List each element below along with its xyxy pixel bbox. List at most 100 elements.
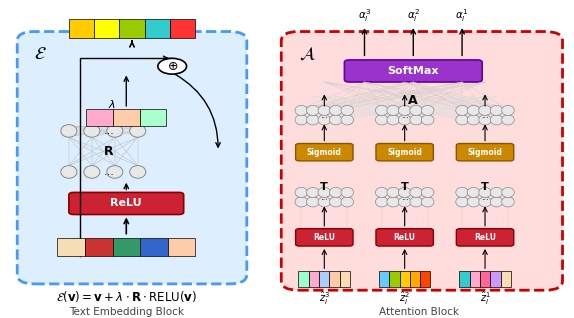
FancyBboxPatch shape	[69, 192, 184, 215]
Text: ...: ...	[104, 126, 114, 136]
Ellipse shape	[341, 197, 354, 207]
FancyBboxPatch shape	[319, 271, 329, 287]
Ellipse shape	[375, 115, 388, 125]
Text: ...: ...	[401, 111, 409, 120]
FancyBboxPatch shape	[379, 271, 389, 287]
Ellipse shape	[421, 115, 434, 125]
Text: $\mathcal{E}$: $\mathcal{E}$	[34, 45, 46, 63]
Ellipse shape	[387, 115, 400, 125]
Ellipse shape	[318, 105, 331, 115]
FancyBboxPatch shape	[340, 271, 350, 287]
Ellipse shape	[456, 105, 468, 115]
FancyBboxPatch shape	[309, 271, 319, 287]
FancyBboxPatch shape	[17, 31, 247, 284]
Text: ReLU: ReLU	[313, 233, 335, 242]
Ellipse shape	[502, 115, 514, 125]
FancyBboxPatch shape	[456, 229, 514, 246]
Ellipse shape	[398, 115, 411, 125]
Ellipse shape	[421, 105, 434, 115]
Text: $\hat{z}_l^2$: $\hat{z}_l^2$	[400, 289, 410, 307]
FancyBboxPatch shape	[459, 271, 470, 287]
FancyBboxPatch shape	[69, 19, 94, 38]
FancyBboxPatch shape	[298, 271, 309, 287]
Ellipse shape	[387, 197, 400, 207]
Ellipse shape	[307, 105, 319, 115]
FancyBboxPatch shape	[94, 19, 119, 38]
Text: $\oplus$: $\oplus$	[166, 60, 178, 73]
Text: ReLU: ReLU	[110, 198, 142, 209]
Ellipse shape	[295, 105, 308, 115]
Ellipse shape	[318, 187, 331, 197]
FancyBboxPatch shape	[57, 238, 85, 256]
Ellipse shape	[84, 166, 100, 178]
Ellipse shape	[479, 187, 491, 197]
Text: $\alpha_l^1$: $\alpha_l^1$	[455, 7, 469, 24]
Text: $\lambda$: $\lambda$	[108, 98, 116, 110]
FancyBboxPatch shape	[376, 229, 433, 246]
FancyBboxPatch shape	[490, 271, 501, 287]
Ellipse shape	[295, 115, 308, 125]
FancyBboxPatch shape	[376, 143, 433, 161]
Ellipse shape	[479, 115, 491, 125]
Ellipse shape	[456, 197, 468, 207]
FancyBboxPatch shape	[296, 143, 353, 161]
Ellipse shape	[387, 187, 400, 197]
Ellipse shape	[421, 187, 434, 197]
Ellipse shape	[375, 197, 388, 207]
Ellipse shape	[61, 166, 77, 178]
Text: ...: ...	[320, 111, 328, 120]
Ellipse shape	[307, 187, 319, 197]
Ellipse shape	[490, 197, 503, 207]
Ellipse shape	[398, 187, 411, 197]
FancyBboxPatch shape	[85, 238, 113, 256]
Text: ...: ...	[481, 193, 489, 202]
FancyBboxPatch shape	[140, 238, 168, 256]
FancyBboxPatch shape	[344, 60, 482, 82]
Ellipse shape	[479, 197, 491, 207]
Text: $\mathbf{T}$: $\mathbf{T}$	[320, 180, 329, 192]
FancyBboxPatch shape	[480, 271, 490, 287]
Ellipse shape	[467, 105, 480, 115]
FancyBboxPatch shape	[86, 109, 113, 126]
Ellipse shape	[375, 187, 388, 197]
Ellipse shape	[84, 125, 100, 137]
Ellipse shape	[329, 197, 342, 207]
Text: ReLU: ReLU	[394, 233, 416, 242]
Circle shape	[158, 59, 187, 74]
Ellipse shape	[410, 197, 422, 207]
Ellipse shape	[130, 125, 146, 137]
Ellipse shape	[61, 125, 77, 137]
Text: $\alpha_l^2$: $\alpha_l^2$	[407, 7, 420, 24]
Text: $\mathbf{T}$: $\mathbf{T}$	[480, 180, 490, 192]
FancyBboxPatch shape	[119, 19, 145, 38]
FancyBboxPatch shape	[329, 271, 340, 287]
Ellipse shape	[107, 166, 123, 178]
FancyBboxPatch shape	[281, 31, 563, 290]
Ellipse shape	[410, 105, 422, 115]
FancyBboxPatch shape	[410, 271, 420, 287]
Ellipse shape	[329, 115, 342, 125]
Ellipse shape	[341, 187, 354, 197]
Ellipse shape	[467, 187, 480, 197]
Text: $\mathcal{A}$: $\mathcal{A}$	[299, 45, 315, 63]
FancyBboxPatch shape	[170, 19, 195, 38]
Ellipse shape	[490, 115, 503, 125]
Text: $\mathcal{E}(\mathbf{v}) = \mathbf{v} + \lambda \cdot \mathbf{R} \cdot \mathrm{R: $\mathcal{E}(\mathbf{v}) = \mathbf{v} + …	[56, 289, 197, 304]
Ellipse shape	[456, 187, 468, 197]
Ellipse shape	[329, 105, 342, 115]
Ellipse shape	[398, 105, 411, 115]
Ellipse shape	[502, 187, 514, 197]
Ellipse shape	[502, 197, 514, 207]
Ellipse shape	[295, 187, 308, 197]
Text: $\mathbf{A}$: $\mathbf{A}$	[408, 94, 419, 107]
FancyBboxPatch shape	[296, 229, 353, 246]
Text: ReLU: ReLU	[474, 233, 496, 242]
Ellipse shape	[467, 115, 480, 125]
Ellipse shape	[490, 105, 503, 115]
Text: $\hat{z}_l^1$: $\hat{z}_l^1$	[480, 289, 490, 307]
Text: Sigmoid: Sigmoid	[387, 148, 422, 157]
FancyBboxPatch shape	[420, 271, 430, 287]
Ellipse shape	[398, 197, 411, 207]
Ellipse shape	[502, 105, 514, 115]
Text: ...: ...	[481, 111, 489, 120]
